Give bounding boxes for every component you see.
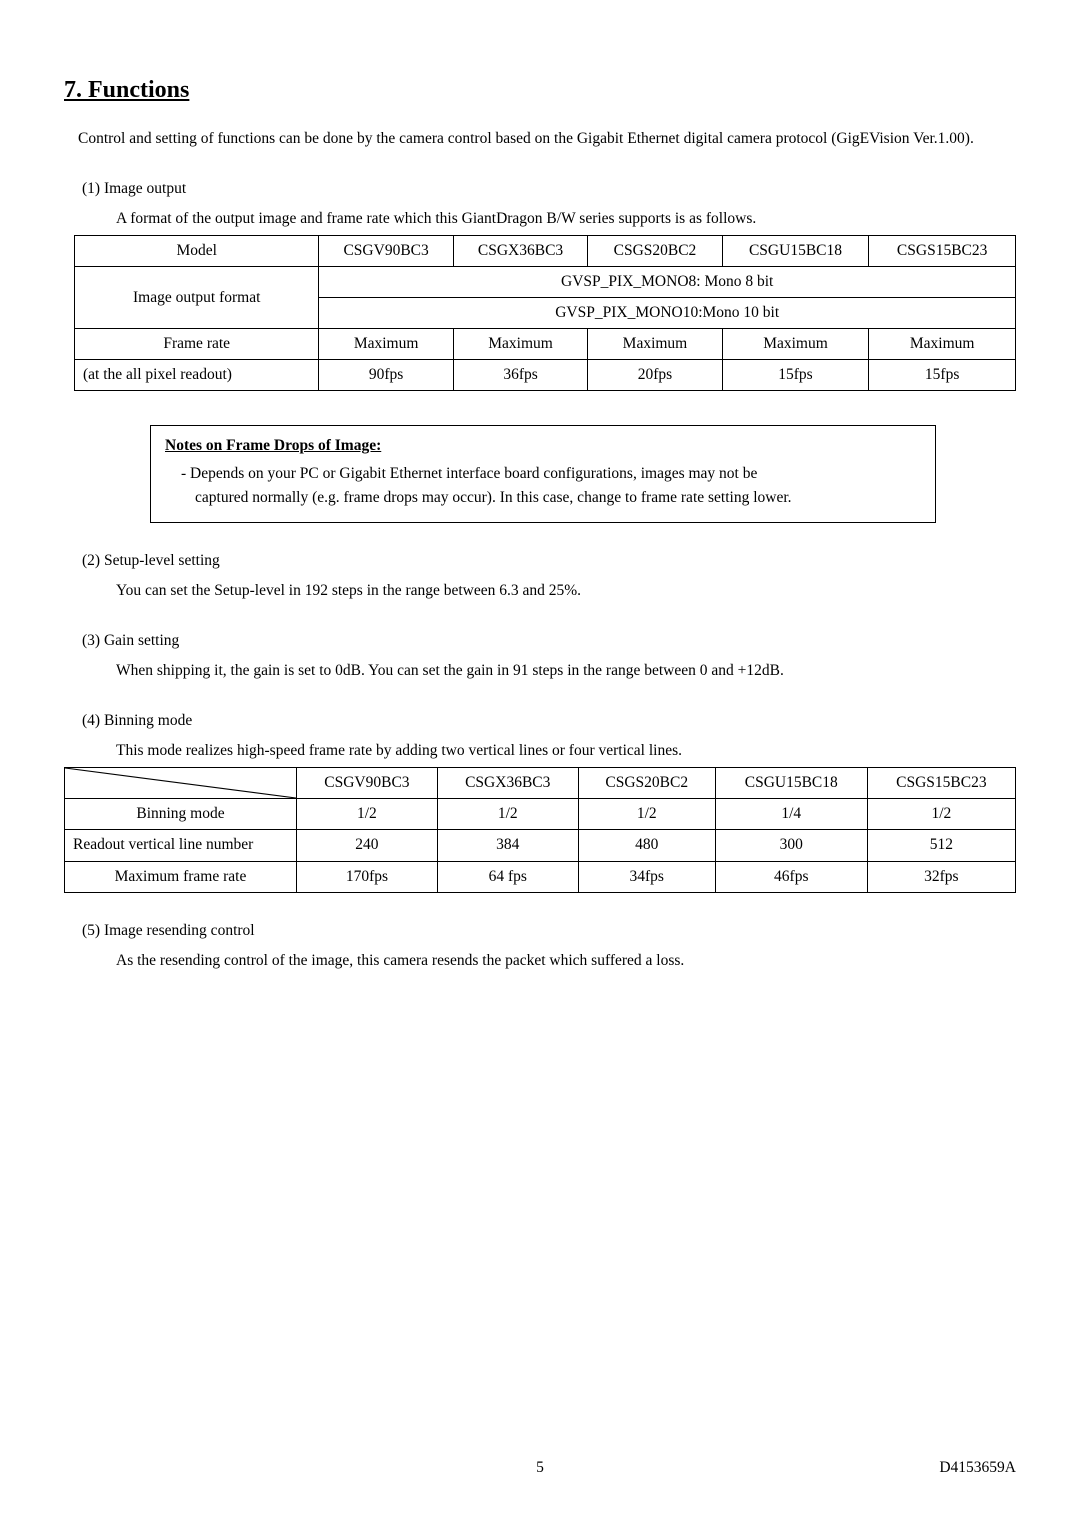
t1-fr-c5b: 15fps [869, 360, 1016, 391]
page-number: 5 [536, 1456, 544, 1480]
notes-title: Notes on Frame Drops of Image: [165, 434, 921, 458]
subheading-5: (5) Image resending control [82, 919, 1016, 943]
notes-box: Notes on Frame Drops of Image: - Depends… [150, 425, 936, 523]
t2-h3: CSGS20BC2 [578, 768, 715, 799]
doc-id: D4153659A [939, 1456, 1016, 1480]
page-footer: 5 D4153659A [0, 1456, 1080, 1480]
t1-h-model: Model [75, 236, 319, 267]
t2-h1: CSGV90BC3 [297, 768, 438, 799]
t2-h2: CSGX36BC3 [437, 768, 578, 799]
t1-h-c1: CSGV90BC3 [319, 236, 453, 267]
t1-h-c3: CSGS20BC2 [588, 236, 722, 267]
t2-r3-c5: 32fps [867, 861, 1015, 892]
t2-r3-c4: 46fps [715, 861, 867, 892]
t2-h5: CSGS15BC23 [867, 768, 1015, 799]
t2-diag-cell [65, 768, 297, 799]
t2-r1-c5: 1/2 [867, 799, 1015, 830]
subdesc-2: You can set the Setup-level in 192 steps… [116, 579, 1016, 603]
t1-framerate-label-a: Frame rate [75, 329, 319, 360]
subdesc-1: A format of the output image and frame r… [116, 207, 1016, 231]
t2-h4: CSGU15BC18 [715, 768, 867, 799]
t2-r2-c1: 240 [297, 830, 438, 861]
t1-fr-c2b: 36fps [453, 360, 587, 391]
t2-r1-c2: 1/2 [437, 799, 578, 830]
t2-r3-c3: 34fps [578, 861, 715, 892]
t1-fr-c1a: Maximum [319, 329, 453, 360]
t2-r2-l: Readout vertical line number [65, 830, 297, 861]
t1-fr-c2a: Maximum [453, 329, 587, 360]
t1-h-c2: CSGX36BC3 [453, 236, 587, 267]
section-title: 7. Functions [64, 72, 1016, 109]
t1-framerate-label-b: (at the all pixel readout) [75, 360, 319, 391]
subdesc-3: When shipping it, the gain is set to 0dB… [116, 659, 1016, 683]
t2-r2-c5: 512 [867, 830, 1015, 861]
t2-r3-c1: 170fps [297, 861, 438, 892]
t1-fr-c3a: Maximum [588, 329, 722, 360]
t2-r3-c2: 64 fps [437, 861, 578, 892]
t1-fr-c4b: 15fps [722, 360, 869, 391]
t2-r1-c1: 1/2 [297, 799, 438, 830]
subheading-2: (2) Setup-level setting [82, 549, 1016, 573]
t1-fr-c5a: Maximum [869, 329, 1016, 360]
subdesc-5: As the resending control of the image, t… [116, 949, 1016, 973]
subheading-1: (1) Image output [82, 177, 1016, 201]
t2-r2-c4: 300 [715, 830, 867, 861]
t2-r2-c3: 480 [578, 830, 715, 861]
intro-paragraph: Control and setting of functions can be … [78, 127, 1016, 151]
table-image-output: Model CSGV90BC3 CSGX36BC3 CSGS20BC2 CSGU… [74, 235, 1016, 391]
notes-line2: captured normally (e.g. frame drops may … [181, 486, 921, 510]
t2-r3-l: Maximum frame rate [65, 861, 297, 892]
table-binning: CSGV90BC3 CSGX36BC3 CSGS20BC2 CSGU15BC18… [64, 767, 1016, 892]
t1-fr-c3b: 20fps [588, 360, 722, 391]
t1-h-c5: CSGS15BC23 [869, 236, 1016, 267]
t1-h-c4: CSGU15BC18 [722, 236, 869, 267]
t1-rowlabel-format: Image output format [75, 267, 319, 329]
t1-format-8bit: GVSP_PIX_MONO8: Mono 8 bit [319, 267, 1016, 298]
t1-fr-c1b: 90fps [319, 360, 453, 391]
notes-line1: - Depends on your PC or Gigabit Ethernet… [181, 462, 921, 486]
t1-format-10bit: GVSP_PIX_MONO10:Mono 10 bit [319, 298, 1016, 329]
t2-r1-c3: 1/2 [578, 799, 715, 830]
subdesc-4: This mode realizes high-speed frame rate… [116, 739, 1016, 763]
subheading-3: (3) Gain setting [82, 629, 1016, 653]
t2-r1-c4: 1/4 [715, 799, 867, 830]
t1-fr-c4a: Maximum [722, 329, 869, 360]
t2-r1-l: Binning mode [65, 799, 297, 830]
t2-r2-c2: 384 [437, 830, 578, 861]
subheading-4: (4) Binning mode [82, 709, 1016, 733]
